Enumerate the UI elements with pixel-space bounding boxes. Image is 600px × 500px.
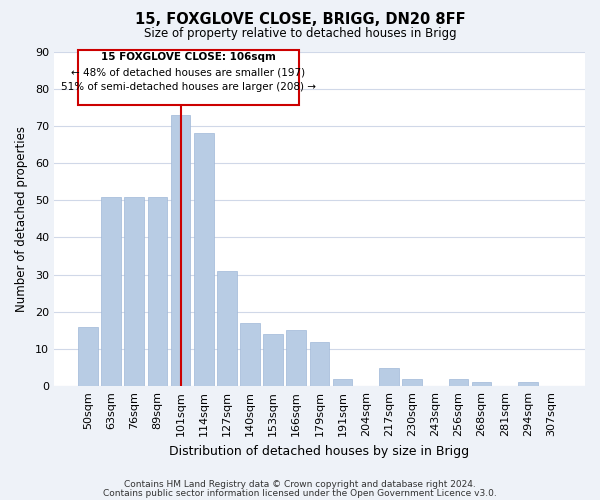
Text: 15 FOXGLOVE CLOSE: 106sqm: 15 FOXGLOVE CLOSE: 106sqm [101,52,276,62]
Text: Size of property relative to detached houses in Brigg: Size of property relative to detached ho… [143,28,457,40]
Text: Contains HM Land Registry data © Crown copyright and database right 2024.: Contains HM Land Registry data © Crown c… [124,480,476,489]
Bar [263,334,283,386]
Bar [101,196,121,386]
Bar [379,368,399,386]
Bar [518,382,538,386]
Text: Contains public sector information licensed under the Open Government Licence v3: Contains public sector information licen… [103,488,497,498]
X-axis label: Distribution of detached houses by size in Brigg: Distribution of detached houses by size … [169,444,470,458]
Bar [194,134,214,386]
Bar [472,382,491,386]
Bar [310,342,329,386]
Bar [78,326,98,386]
Bar [240,323,260,386]
Bar [217,271,236,386]
FancyBboxPatch shape [78,50,299,106]
Bar [449,378,468,386]
Bar [148,196,167,386]
Text: 51% of semi-detached houses are larger (208) →: 51% of semi-detached houses are larger (… [61,82,316,92]
Bar [333,378,352,386]
Bar [124,196,144,386]
Text: ← 48% of detached houses are smaller (197): ← 48% of detached houses are smaller (19… [71,67,305,77]
Bar [286,330,306,386]
Bar [402,378,422,386]
Text: 15, FOXGLOVE CLOSE, BRIGG, DN20 8FF: 15, FOXGLOVE CLOSE, BRIGG, DN20 8FF [134,12,466,28]
Bar [170,114,190,386]
Y-axis label: Number of detached properties: Number of detached properties [15,126,28,312]
